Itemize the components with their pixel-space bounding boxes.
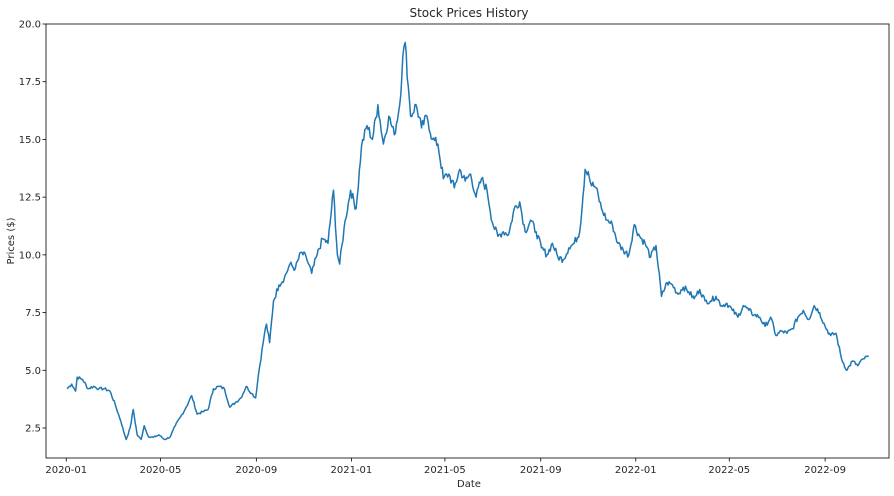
x-tick-label: 2021-05 bbox=[424, 465, 466, 476]
y-axis: 2.5 5.0 7.5 10.0 12.5 15.0 17.5 20.0 bbox=[19, 20, 46, 434]
y-tick-label: 15.0 bbox=[19, 135, 41, 146]
x-tick-label: 2020-09 bbox=[235, 465, 277, 476]
y-axis-title: Prices ($) bbox=[6, 217, 17, 264]
price-series-line bbox=[66, 41, 869, 441]
y-tick-label: 5.0 bbox=[25, 366, 41, 377]
chart-title: Stock Prices History bbox=[409, 6, 528, 20]
y-tick-label: 7.5 bbox=[25, 308, 41, 319]
x-axis: 2020-01 2020-05 2020-09 2021-01 2021-05 2021-… bbox=[45, 458, 846, 476]
plot-area bbox=[45, 23, 890, 459]
x-tick-label: 2021-01 bbox=[331, 465, 373, 476]
y-tick-label: 20.0 bbox=[19, 20, 41, 31]
x-tick-label: 2020-05 bbox=[140, 465, 182, 476]
y-tick-label: 17.5 bbox=[19, 77, 41, 88]
y-tick-label: 12.5 bbox=[19, 193, 41, 204]
x-tick-label: 2022-05 bbox=[708, 465, 750, 476]
x-tick-label: 2022-01 bbox=[615, 465, 657, 476]
y-tick-label: 10.0 bbox=[19, 250, 41, 261]
x-tick-label: 2020-01 bbox=[45, 465, 87, 476]
x-axis-title: Date bbox=[457, 479, 481, 490]
y-tick-label: 2.5 bbox=[25, 423, 41, 434]
x-tick-label: 2022-09 bbox=[804, 465, 846, 476]
x-tick-label: 2021-09 bbox=[520, 465, 562, 476]
